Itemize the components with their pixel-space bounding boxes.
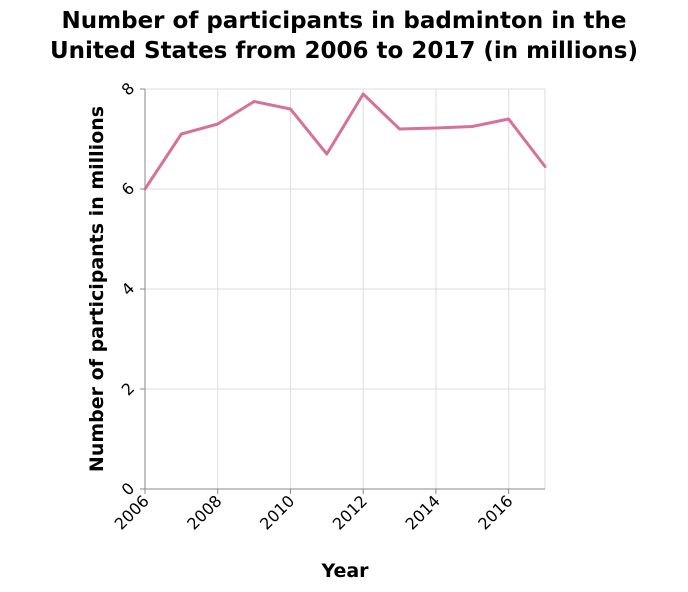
y-axis-title: Number of participants in millions bbox=[86, 106, 108, 472]
chart-title-line-2: United States from 2006 to 2017 (in mill… bbox=[50, 38, 638, 64]
series-line bbox=[143, 92, 547, 191]
x-tick-label: 2008 bbox=[183, 491, 225, 533]
data-point bbox=[144, 188, 147, 191]
y-tick-label: 8 bbox=[118, 79, 139, 100]
x-tick-label: 2006 bbox=[111, 491, 153, 533]
chart-title-line-1: Number of participants in badminton in t… bbox=[62, 8, 627, 34]
data-point bbox=[362, 93, 365, 96]
y-tick-label: 2 bbox=[118, 379, 139, 400]
x-tick-label: 2016 bbox=[474, 491, 516, 533]
data-point bbox=[180, 133, 183, 136]
data-point bbox=[216, 123, 219, 126]
x-tick-label: 2010 bbox=[256, 491, 298, 533]
series-layer bbox=[143, 92, 547, 191]
y-tick-label: 4 bbox=[118, 279, 139, 300]
data-point bbox=[289, 108, 292, 111]
data-point bbox=[507, 118, 510, 121]
data-point bbox=[325, 153, 328, 156]
x-tick-label: 2014 bbox=[402, 491, 444, 533]
axes bbox=[140, 88, 545, 494]
y-tick-label: 6 bbox=[118, 179, 139, 200]
x-tick-label: 2012 bbox=[329, 491, 371, 533]
data-point bbox=[398, 128, 401, 131]
data-point bbox=[471, 125, 474, 128]
chart-title: Number of participants in badminton in t… bbox=[50, 8, 638, 64]
x-axis-title: Year bbox=[320, 560, 369, 582]
grid bbox=[144, 88, 546, 490]
data-point bbox=[434, 127, 437, 130]
data-point bbox=[253, 100, 256, 103]
data-point bbox=[544, 165, 547, 168]
